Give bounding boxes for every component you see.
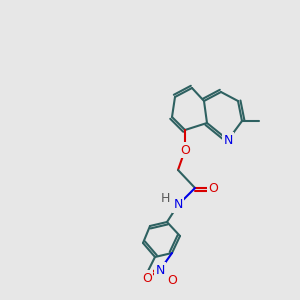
Text: H: H [160,191,170,205]
Text: N: N [173,199,183,212]
Text: O: O [180,143,190,157]
Text: O: O [142,272,152,284]
Text: O: O [208,182,218,194]
Text: N: N [223,134,233,146]
Text: N: N [155,263,165,277]
Text: O: O [167,274,177,286]
